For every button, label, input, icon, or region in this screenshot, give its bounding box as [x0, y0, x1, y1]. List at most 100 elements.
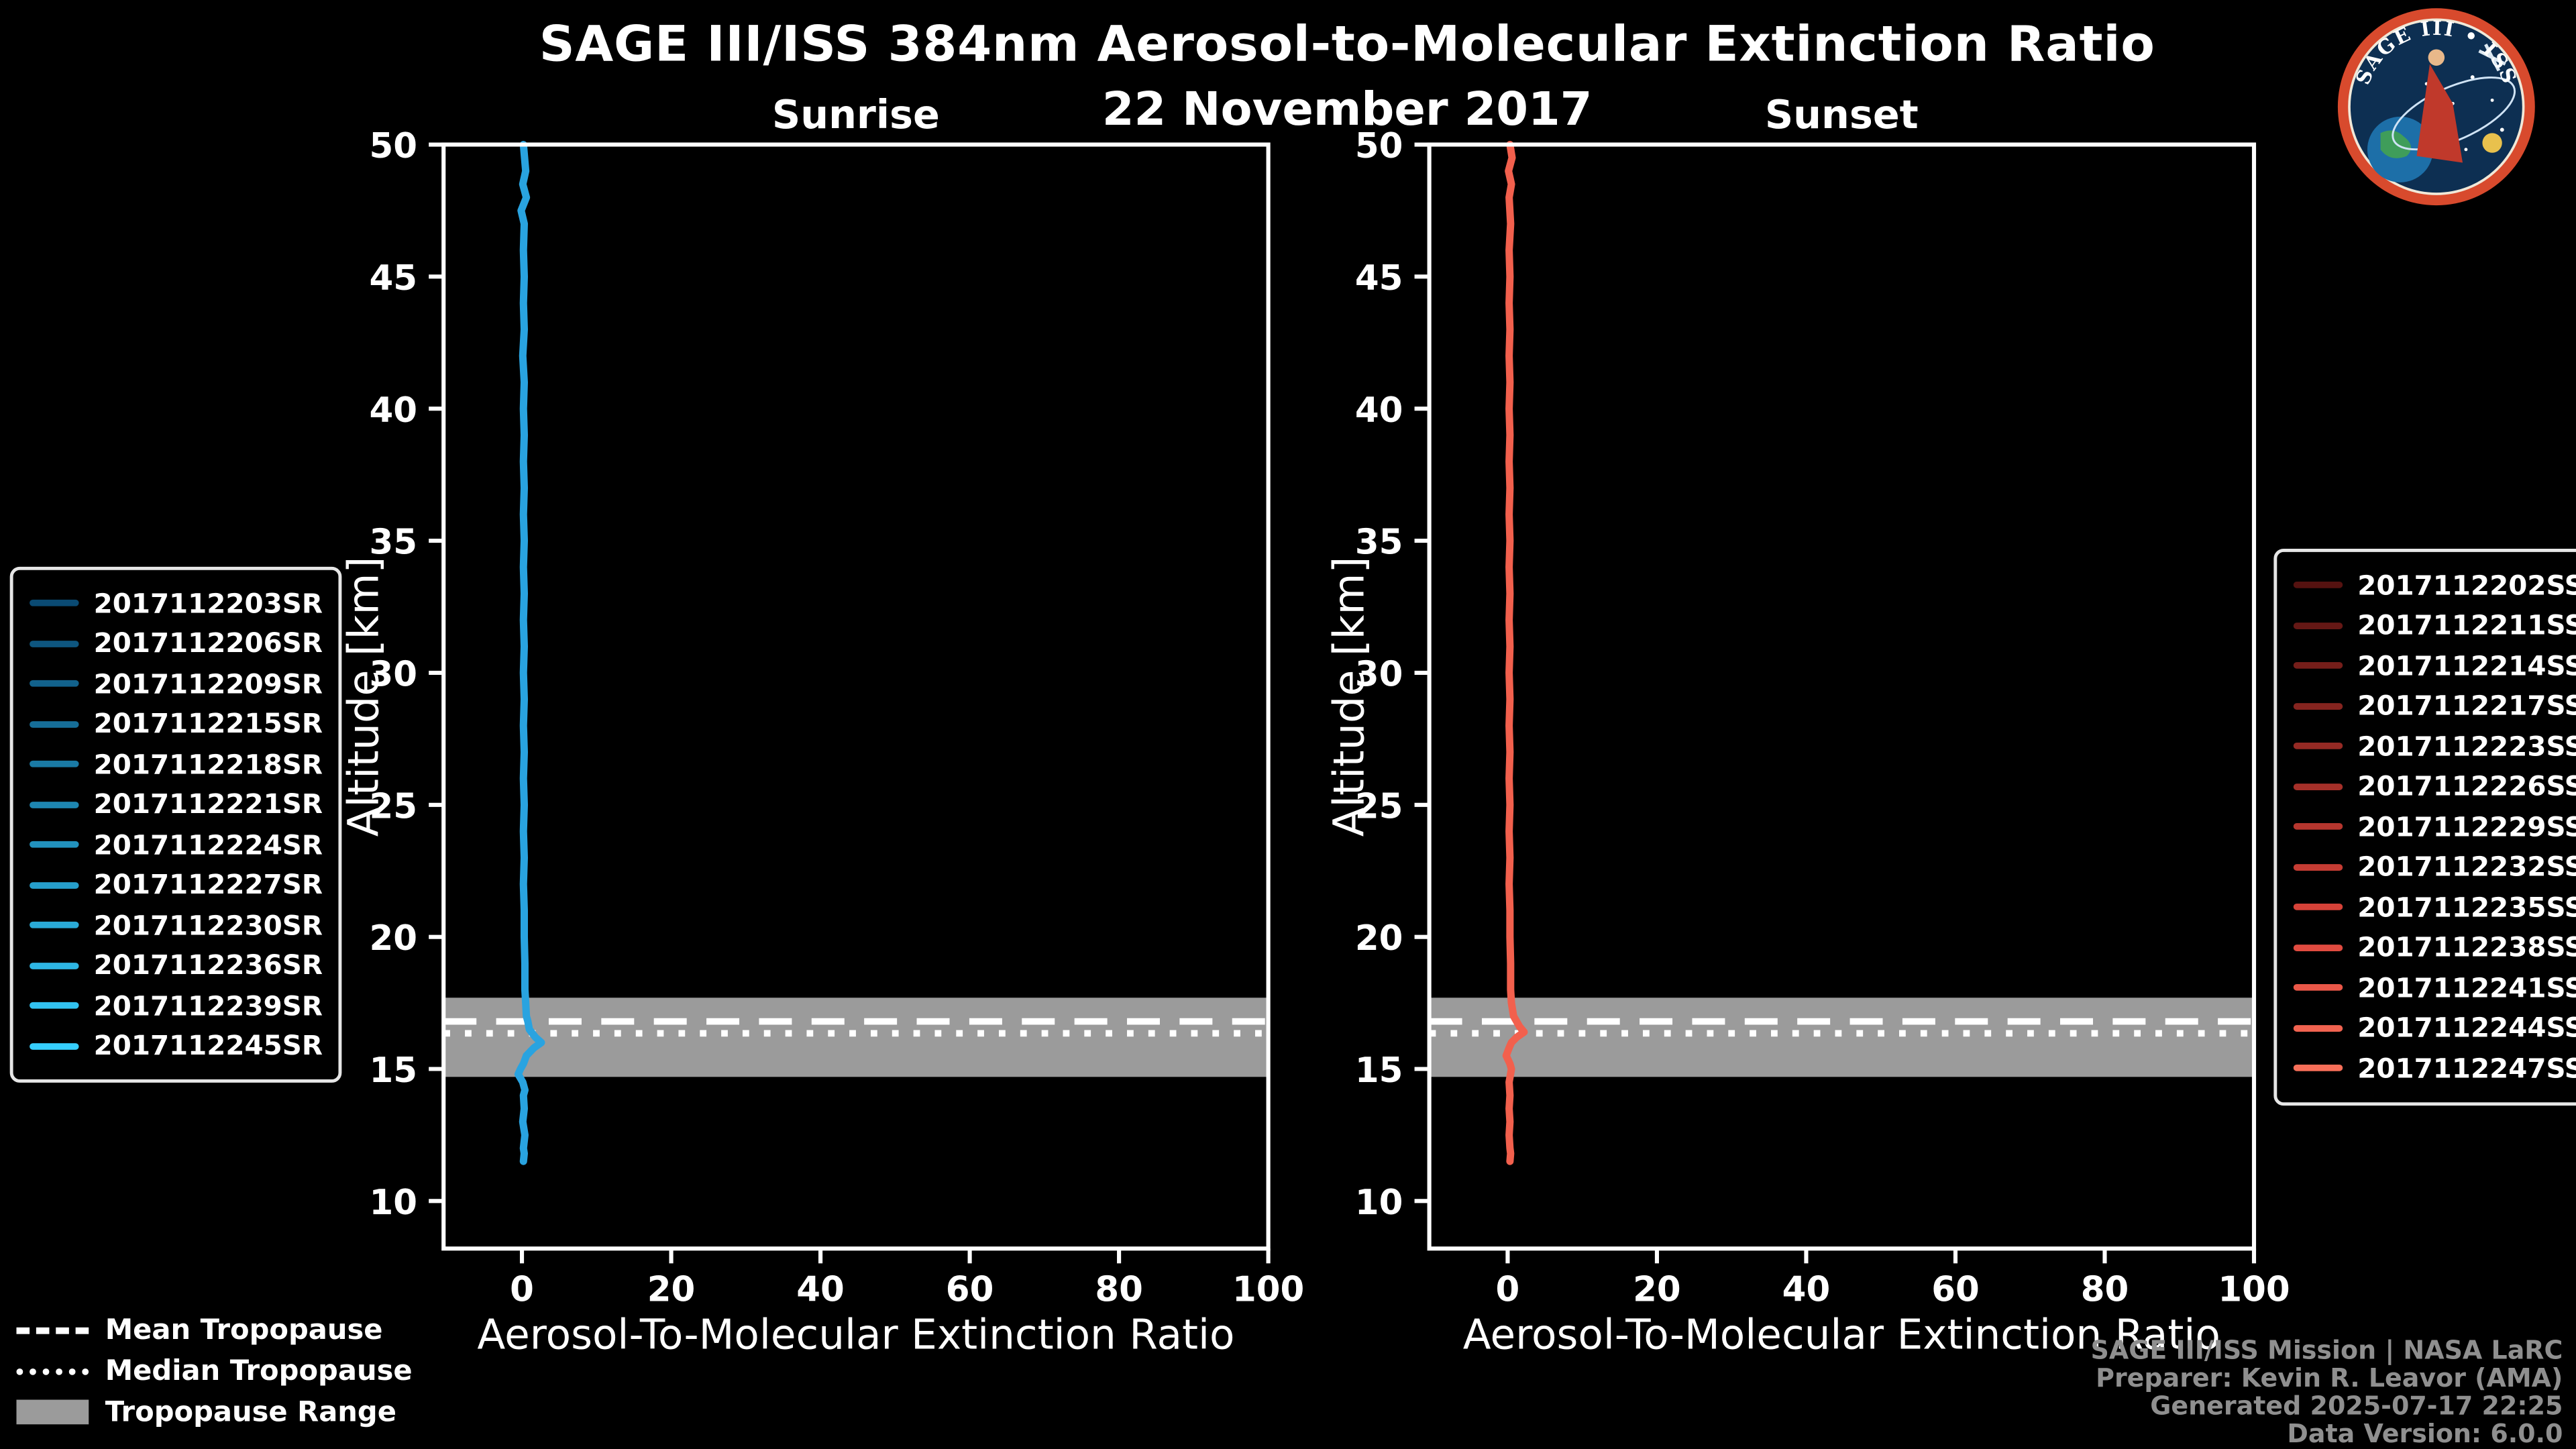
tropopause-range-band — [443, 998, 1269, 1077]
tropopause-legend-item: Tropopause Range — [16, 1391, 412, 1432]
x-tick-label: 0 — [1496, 1270, 1520, 1310]
legend-item: 2017112203SR — [30, 583, 323, 623]
legend-item: 2017112214SS — [2293, 645, 2576, 686]
logo-figure-head — [2428, 49, 2445, 66]
y-tick-label: 20 — [1355, 918, 1403, 959]
sunset-plot-svg: 0 20 40 60 80 100 10 15 20 25 30 35 40 45 50 — [1355, 126, 2290, 1309]
legend-item: 2017112230SR — [30, 905, 323, 945]
y-tick-label: 40 — [369, 390, 417, 431]
legend-item-label: 2017112215SR — [93, 708, 323, 740]
legend-item: 2017112215SR — [30, 704, 323, 744]
sunset-panel-title: Sunset — [1764, 92, 1919, 138]
legend-item-label: 2017112241SS — [2357, 972, 2576, 1004]
sage-iii-iss-logo: SAGE III • ISS — [2337, 8, 2535, 206]
legend-line-swatch — [30, 881, 79, 889]
legend-item: 2017112245SR — [30, 1026, 323, 1066]
legend-line-swatch — [2293, 662, 2343, 669]
legend-item-label: 2017112247SS — [2357, 1053, 2576, 1084]
legend-item-label: 2017112214SS — [2357, 650, 2576, 682]
legend-item-label: 2017112223SS — [2357, 731, 2576, 762]
sunrise-y-axis-label: Altitude [km] — [339, 556, 390, 837]
legend-item: 2017112223SS — [2293, 726, 2576, 766]
legend-item: 2017112235SS — [2293, 887, 2576, 927]
legend-line-swatch — [2293, 783, 2343, 790]
tropopause-patch-swatch — [16, 1399, 89, 1425]
legend-item: 2017112239SR — [30, 985, 323, 1026]
legend-item-label: 2017112224SR — [93, 829, 323, 861]
y-tick-label: 35 — [1355, 523, 1403, 563]
tropopause-range-band — [1429, 998, 2255, 1077]
legend-item: 2017112224SR — [30, 824, 323, 865]
legend-item: 2017112229SS — [2293, 806, 2576, 847]
y-tick-label: 40 — [1355, 390, 1403, 431]
legend-item-label: 2017112218SR — [93, 749, 323, 780]
legend-item-label: 2017112211SS — [2357, 610, 2576, 641]
legend-item: 2017112217SS — [2293, 686, 2576, 726]
y-tick-label: 25 — [369, 786, 417, 826]
tropopause-legend-label: Tropopause Range — [105, 1395, 397, 1429]
legend-item-label: 2017112227SR — [93, 869, 323, 901]
legend-item-label: 2017112229SS — [2357, 811, 2576, 843]
y-tick-label: 50 — [1355, 126, 1403, 166]
legend-line-swatch — [30, 801, 79, 808]
legend-item-label: 2017112230SR — [93, 910, 323, 941]
legend-line-swatch — [30, 962, 79, 969]
y-tick-label: 10 — [369, 1183, 417, 1223]
legend-item: 2017112244SS — [2293, 1008, 2576, 1048]
legend-item-label: 2017112245SR — [93, 1030, 323, 1062]
tropopause-dashed-swatch — [16, 1326, 89, 1334]
legend-line-swatch — [30, 680, 79, 688]
legend-item-label: 2017112206SR — [93, 628, 323, 659]
tropopause-legend: Mean Tropopause Median Tropopause Tropopau… — [16, 1309, 413, 1433]
legend-item-label: 2017112236SR — [93, 950, 323, 981]
x-tick-label: 100 — [2218, 1270, 2290, 1310]
sunrise-axes-frame — [441, 142, 1271, 1251]
y-tick-label: 35 — [369, 523, 417, 563]
legend-item-label: 2017112209SR — [93, 668, 323, 700]
sunset-legend: 2017112202SS 2017112211SS 2017112214SS 2017… — [2273, 548, 2576, 1105]
legend-item: 2017112232SS — [2293, 847, 2576, 887]
tropopause-legend-label: Median Tropopause — [105, 1354, 413, 1388]
legend-item-label: 2017112203SR — [93, 588, 323, 619]
y-tick-label: 50 — [369, 126, 417, 166]
sunset-x-axis-label: Aerosol-To-Molecular Extinction Ratio — [1462, 1311, 2220, 1359]
legend-item: 2017112221SR — [30, 784, 323, 824]
legend-item: 2017112211SS — [2293, 605, 2576, 645]
legend-item-label: 2017112202SS — [2357, 570, 2576, 601]
legend-line-swatch — [2293, 1024, 2343, 1032]
credits-line: Preparer: Kevin R. Leavor (AMA) — [2096, 1363, 2563, 1393]
y-tick-label: 10 — [1355, 1183, 1403, 1223]
x-tick-label: 100 — [1232, 1270, 1304, 1310]
legend-item-label: 2017112239SR — [93, 990, 323, 1022]
legend-item-label: 2017112226SS — [2357, 771, 2576, 802]
sunrise-plot-svg: 0 20 40 60 80 100 10 15 20 25 30 35 40 45 50 — [369, 126, 1304, 1309]
credits-line: Data Version: 6.0.0 — [2287, 1419, 2563, 1449]
legend-item-label: 2017112221SR — [93, 789, 323, 820]
legend-line-swatch — [30, 1002, 79, 1010]
y-tick-label: 45 — [369, 258, 417, 299]
legend-item-label: 2017112232SS — [2357, 851, 2576, 883]
legend-item: 2017112238SS — [2293, 927, 2576, 967]
y-tick-label: 20 — [369, 918, 417, 959]
logo-figure — [2416, 64, 2463, 163]
x-tick-label: 0 — [510, 1270, 534, 1310]
tropopause-legend-item: Mean Tropopause — [16, 1309, 412, 1350]
sunrise-panel-title: Sunrise — [771, 92, 940, 138]
sunrise-legend: 2017112203SR 2017112206SR 2017112209SR 2017… — [9, 566, 343, 1083]
legend-line-swatch — [2293, 582, 2343, 589]
y-tick-label: 30 — [369, 655, 417, 695]
x-tick-label: 20 — [1633, 1270, 1681, 1310]
x-tick-label: 20 — [647, 1270, 696, 1310]
sunset-axes-frame — [1427, 142, 2257, 1251]
y-tick-label: 15 — [1355, 1051, 1403, 1091]
legend-line-swatch — [2293, 743, 2343, 750]
y-tick-label: 45 — [1355, 258, 1403, 299]
credits-line: SAGE III/ISS Mission | NASA LaRC — [2090, 1336, 2563, 1366]
legend-line-swatch — [30, 922, 79, 929]
legend-item-label: 2017112217SS — [2357, 690, 2576, 722]
y-tick-label: 15 — [369, 1051, 417, 1091]
legend-line-swatch — [2293, 823, 2343, 830]
legend-item: 2017112202SS — [2293, 565, 2576, 605]
credits-line: Generated 2025-07-17 22:25 — [2150, 1391, 2563, 1421]
